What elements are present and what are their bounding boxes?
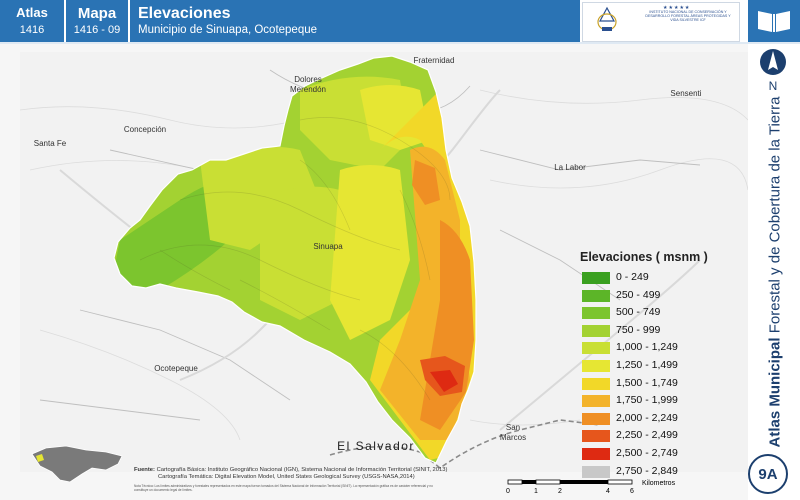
scale-tick-4: 4	[606, 488, 610, 495]
legend-item: 500 - 749	[580, 306, 740, 324]
legend-swatch	[582, 395, 610, 408]
legend-item: 1,000 - 1,249	[580, 341, 740, 359]
country-label-elsalvador: El Salvador	[337, 439, 415, 453]
legend-swatch	[582, 447, 610, 460]
legend-item: 2,500 - 2,749	[580, 447, 740, 465]
scale-tick-6: 6	[630, 488, 634, 495]
legend-item: 2,750 - 2,849	[580, 465, 740, 483]
location-inset-map	[31, 445, 123, 483]
legend-swatch	[582, 289, 610, 302]
technical-note: Nota Técnica: Los límites administrativo…	[134, 484, 433, 492]
legend-label: 1,500 - 1,749	[616, 376, 678, 389]
legend-title: Elevaciones ( msnm )	[580, 250, 708, 264]
legend-item: 2,250 - 2,499	[580, 429, 740, 447]
legend-label: 2,000 - 2,249	[616, 411, 678, 424]
page-title: Elevaciones	[138, 5, 231, 22]
vertical-atlas-title: Atlas Municipal Forestal y de Cobertura …	[767, 97, 784, 448]
sheet-badge: 9A	[748, 454, 788, 494]
legend-label: 2,250 - 2,499	[616, 429, 678, 442]
scale-tick-2: 2	[558, 488, 562, 495]
legend-swatch	[582, 412, 610, 425]
source-label: Fuente:	[134, 467, 155, 473]
legend-swatch	[582, 377, 610, 390]
place-label-sanmarcos-2: Marcos	[500, 433, 526, 442]
legend-swatch	[582, 359, 610, 372]
legend-swatch	[582, 430, 610, 443]
legend-item: 1,250 - 1,499	[580, 359, 740, 377]
legend-swatch	[582, 272, 610, 284]
legend-label: 2,750 - 2,849	[616, 464, 678, 477]
legend-item: 1,500 - 1,749	[580, 377, 740, 395]
legend-swatch	[582, 307, 610, 320]
scale-tick-1: 1	[534, 488, 538, 495]
legend-label: 0 - 249	[616, 271, 649, 283]
country-border-line	[329, 419, 601, 469]
legend-label: 250 - 499	[616, 288, 661, 301]
source-line-1: Cartografía Básica: Instituto Geográfico…	[156, 467, 448, 473]
elevation-legend: Elevaciones ( msnm ) 0 - 249 250 - 499 500…	[580, 250, 740, 482]
north-letter: N	[769, 79, 778, 92]
book-icon	[758, 11, 790, 32]
header-bar: Atlas 1416 Mapa 1416 - 09 Elevaciones Mu…	[0, 0, 800, 44]
legend-label: 1,250 - 1,499	[616, 358, 678, 371]
legend-swatch	[582, 465, 610, 478]
place-label-lalabor: La Labor	[554, 163, 586, 172]
stars-icon: ★★★★★	[663, 5, 691, 11]
legend-label: 2,500 - 2,749	[616, 446, 678, 459]
place-label-concepcion: Concepción	[124, 125, 166, 134]
icf-logo-text: INSTITUTO NACIONAL DE CONSERVACIÓN Y DES…	[645, 10, 731, 23]
atlas-box: Atlas 1416	[0, 0, 64, 42]
page-subtitle: Municipio de Sinuapa, Ocotepeque	[138, 24, 318, 36]
legend-label: 500 - 749	[616, 306, 661, 319]
north-arrow-icon: N	[760, 49, 786, 92]
map-number: 1416 - 09	[73, 24, 121, 36]
place-label-santafe: Santa Fe	[34, 139, 67, 148]
map-number-box: Mapa 1416 - 09	[66, 0, 128, 42]
legend-item: 1,750 - 1,999	[580, 394, 740, 412]
right-sidebar	[748, 44, 800, 500]
legend-label: 1,000 - 1,249	[616, 341, 678, 354]
scale-bar: 0 1 2 4 6 Kilometros	[506, 479, 676, 495]
municipality-boundary	[113, 55, 477, 464]
header-divider	[0, 42, 800, 44]
place-label-dolores-1: Dolores	[294, 75, 322, 84]
place-label-sensenti: Sensenti	[670, 89, 701, 98]
scale-unit: Kilometros	[642, 480, 676, 487]
legend-label: 750 - 999	[616, 323, 661, 336]
legend-swatch	[582, 342, 610, 355]
atlas-label: Atlas	[16, 5, 48, 20]
legend-item: 2,000 - 2,249	[580, 412, 740, 430]
scale-tick-0: 0	[506, 488, 510, 495]
place-label-ocotepeque: Ocotepeque	[154, 364, 198, 373]
elevation-map[interactable]: Dolores Merendón Fraternidad Sensenti Co…	[0, 44, 748, 500]
vertical-title-bold: Atlas Municipal	[766, 337, 784, 448]
legend-item: 750 - 999	[580, 324, 740, 342]
legend-item: 0 - 249	[580, 271, 740, 289]
institution-logos: INSTITUTO NACIONAL DE CONSERVACIÓN Y DES…	[582, 2, 740, 42]
title-box: Elevaciones Municipio de Sinuapa, Ocotep…	[130, 0, 580, 42]
atlas-number: 1416	[19, 24, 45, 36]
honduras-seal-logo	[597, 6, 617, 31]
place-label-fraternidad: Fraternidad	[414, 56, 455, 65]
legend-label: 1,750 - 1,999	[616, 394, 678, 407]
vertical-title-rest: Forestal y de Cobertura de la Tierra	[766, 96, 784, 338]
legend-swatch	[582, 324, 610, 337]
map-label: Mapa	[77, 5, 117, 22]
legend-item: 250 - 499	[580, 289, 740, 307]
atlas-book-box	[748, 0, 800, 42]
place-label-dolores-2: Merendón	[290, 85, 326, 94]
place-label-sinuapa: Sinuapa	[313, 242, 343, 251]
source-note: Fuente: Cartografía Básica: Instituto Ge…	[134, 467, 474, 481]
source-line-2: Cartografía Temática: Digital Elevation …	[158, 474, 415, 480]
place-label-sanmarcos-1: San	[506, 423, 520, 432]
